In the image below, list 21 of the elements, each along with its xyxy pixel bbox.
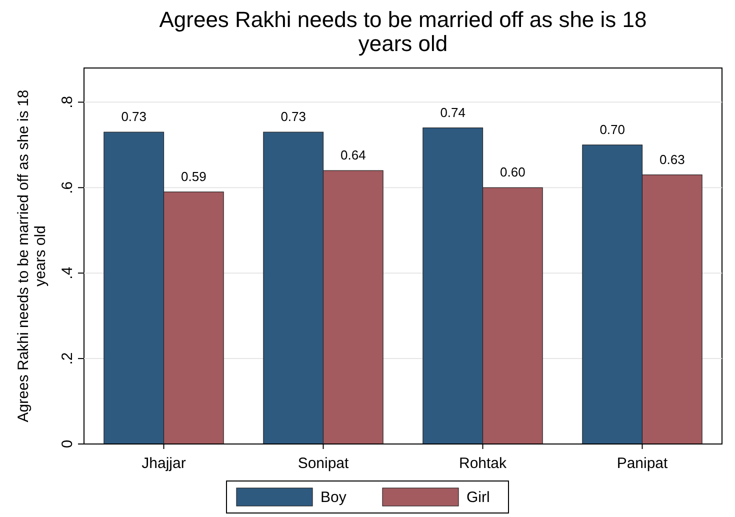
x-tick-label: Sonipat xyxy=(298,455,350,472)
x-tick-label: Panipat xyxy=(616,455,669,472)
y-tick-label: .2 xyxy=(59,352,76,365)
chart-title: Agrees Rakhi needs to be married off as she is 18 years old xyxy=(159,7,647,56)
y-tick-label: 0 xyxy=(59,440,76,448)
data-label: 0.73 xyxy=(121,109,146,124)
y-tick-label: .8 xyxy=(59,96,76,108)
data-label: 0.70 xyxy=(600,122,625,137)
data-label: 0.59 xyxy=(181,168,206,184)
data-label: 0.63 xyxy=(660,152,685,167)
data-label: 0.60 xyxy=(500,164,526,180)
data-label: 0.74 xyxy=(440,104,466,120)
text: Girl xyxy=(466,489,490,506)
y-tick-label: .6 xyxy=(59,181,76,194)
data-label: 0.73 xyxy=(280,109,306,124)
x-tick-label: Jhajjar xyxy=(142,455,186,472)
text: Boy xyxy=(320,489,347,506)
y-axis-title: Agrees Rakhi needs to be married off as she is 18 years old xyxy=(15,90,49,422)
data-label: 0.64 xyxy=(340,148,366,163)
y-tick-label: .4 xyxy=(59,266,76,280)
x-tick-label: Rohtak xyxy=(458,455,508,472)
